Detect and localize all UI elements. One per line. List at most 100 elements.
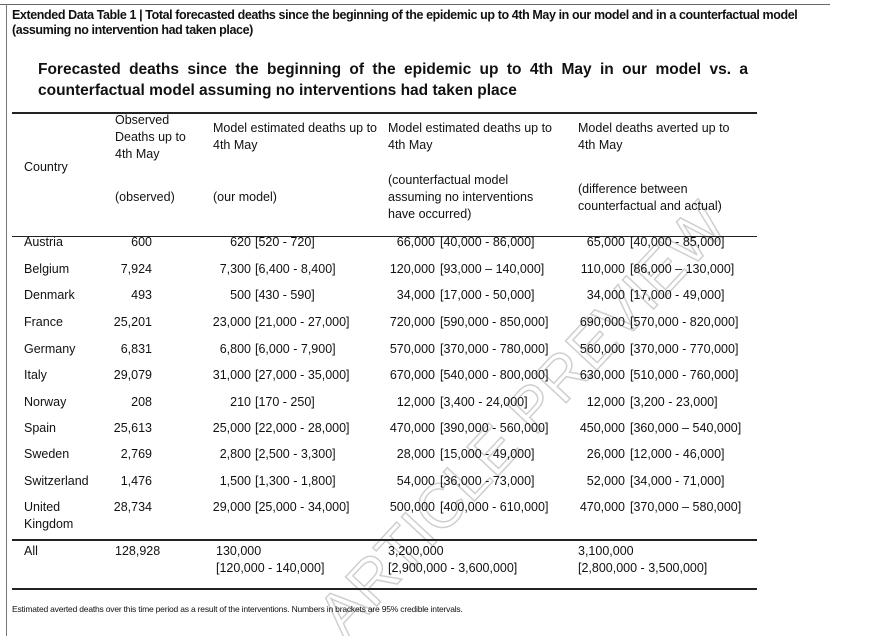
table-caption: Extended Data Table 1 | Total forecasted… xyxy=(12,8,798,37)
cell-model: 29,000 xyxy=(212,500,251,514)
header-counterfactual: Model estimated deaths up to 4th May xyxy=(388,121,552,152)
cell-country: Denmark xyxy=(24,288,75,302)
cell-observed: 128,928 xyxy=(115,544,161,558)
cell-averted: 110,000 xyxy=(580,262,625,276)
cell-counterfactual-ci: [15,000 - 49,000] xyxy=(440,447,535,461)
cell-model-ci: [120,000 - 140,000] xyxy=(216,561,325,575)
cell-counterfactual: 12,000 xyxy=(396,395,435,409)
cell-counterfactual-ci: [93,000 – 140,000] xyxy=(440,262,545,276)
cell-averted-ci: [370,000 – 580,000] xyxy=(630,500,742,514)
cell-model-ci: [22,000 - 28,000] xyxy=(255,421,350,435)
cell-model-ci: [430 - 590] xyxy=(255,288,315,302)
cell-observed: 1,476 xyxy=(120,474,152,488)
cell-country: Italy xyxy=(24,368,47,382)
cell-model: 25,000 xyxy=(212,421,251,435)
cell-counterfactual: 120,000 xyxy=(389,262,435,276)
cell-country: Spain xyxy=(24,421,56,435)
cell-observed: 6,831 xyxy=(120,342,152,356)
cell-counterfactual: 500,000 xyxy=(389,500,435,514)
cell-observed: 28,734 xyxy=(113,500,152,514)
cell-model-ci: [25,000 - 34,000] xyxy=(255,500,350,514)
cell-averted-ci: [360,000 – 540,000] xyxy=(630,421,742,435)
table-top-rule xyxy=(12,112,757,114)
cell-averted: 690,000 xyxy=(579,315,625,329)
cell-observed: 208 xyxy=(131,395,152,409)
cell-model: 130,000 xyxy=(216,544,262,558)
cell-counterfactual-ci: [2,900,000 - 3,600,000] xyxy=(388,561,518,575)
cell-counterfactual-ci: [36,000 - 73,000] xyxy=(440,474,535,488)
cell-averted: 34,000 xyxy=(586,288,625,302)
header-observed-sub: (observed) xyxy=(115,190,175,204)
cell-model: 7,300 xyxy=(219,262,251,276)
cell-country: Norway xyxy=(24,395,67,409)
cell-averted-ci: [12,000 - 46,000] xyxy=(630,447,725,461)
cell-averted-ci: [40,000 - 85,000] xyxy=(630,235,725,249)
cell-observed: 25,201 xyxy=(113,315,152,329)
cell-averted: 52,000 xyxy=(586,474,625,488)
cell-counterfactual-ci: [590,000 - 850,000] xyxy=(440,315,549,329)
cell-model: 2,800 xyxy=(219,447,251,461)
cell-counterfactual-ci: [40,000 - 86,000] xyxy=(440,235,535,249)
header-observed: Observed Deaths up to 4th May xyxy=(115,113,186,161)
cell-model-ci: [170 - 250] xyxy=(255,395,315,409)
cell-averted: 26,000 xyxy=(586,447,625,461)
cell-model: 210 xyxy=(230,395,251,409)
cell-counterfactual: 3,200,000 xyxy=(388,544,444,558)
header-country: Country xyxy=(24,160,68,174)
cell-counterfactual: 670,000 xyxy=(389,368,435,382)
cell-observed: 2,769 xyxy=(120,447,152,461)
header-model: Model estimated deaths up to 4th May xyxy=(213,121,377,152)
cell-counterfactual-ci: [370,000 - 780,000] xyxy=(440,342,549,356)
cell-averted-ci: [86,000 – 130,000] xyxy=(630,262,735,276)
cell-averted: 12,000 xyxy=(586,395,625,409)
cell-model: 31,000 xyxy=(212,368,251,382)
top-rule xyxy=(0,4,830,5)
cell-model: 620 xyxy=(230,235,251,249)
cell-averted: 560,000 xyxy=(579,342,625,356)
cell-country: All xyxy=(24,544,38,558)
footnote: Estimated averted deaths over this time … xyxy=(12,604,463,614)
cell-counterfactual: 66,000 xyxy=(396,235,435,249)
table-bottom-rule xyxy=(12,588,757,590)
cell-observed: 25,613 xyxy=(113,421,152,435)
cell-counterfactual-ci: [17,000 - 50,000] xyxy=(440,288,535,302)
cell-averted-ci: [370,000 - 770,000] xyxy=(630,342,739,356)
cell-averted: 450,000 xyxy=(579,421,625,435)
cell-averted-ci: [570,000 - 820,000] xyxy=(630,315,739,329)
cell-counterfactual: 570,000 xyxy=(389,342,435,356)
cell-averted: 470,000 xyxy=(579,500,625,514)
cell-counterfactual: 34,000 xyxy=(396,288,435,302)
cell-averted-ci: [510,000 - 760,000] xyxy=(630,368,739,382)
cell-counterfactual-ci: [390,000 - 560,000] xyxy=(440,421,549,435)
cell-model-ci: [520 - 720] xyxy=(255,235,315,249)
cell-country: Switzerland xyxy=(24,474,89,488)
cell-observed: 29,079 xyxy=(113,368,152,382)
cell-averted: 3,100,000 xyxy=(578,544,634,558)
cell-model-ci: [2,500 - 3,300] xyxy=(255,447,336,461)
cell-country: Belgium xyxy=(24,262,70,276)
header-rule xyxy=(12,236,757,237)
cell-averted-ci: [17,000 - 49,000] xyxy=(630,288,725,302)
cell-averted-ci: [34,000 - 71,000] xyxy=(630,474,725,488)
header-counterfactual-sub: (counterfactual model assuming no interv… xyxy=(388,173,534,221)
cell-observed: 600 xyxy=(131,235,152,249)
cell-model-ci: [1,300 - 1,800] xyxy=(255,474,336,488)
cell-counterfactual-ci: [3,400 - 24,000] xyxy=(440,395,528,409)
cell-country: France xyxy=(24,315,63,329)
cell-country: Austria xyxy=(24,235,63,249)
cell-country: Germany xyxy=(24,342,76,356)
cell-country: United Kingdom xyxy=(24,500,74,531)
cell-observed: 7,924 xyxy=(120,262,152,276)
cell-counterfactual: 28,000 xyxy=(396,447,435,461)
cell-model: 500 xyxy=(230,288,251,302)
header-averted: Model deaths averted up to 4th May xyxy=(578,121,730,152)
cell-observed: 493 xyxy=(131,288,152,302)
cell-averted-ci: [3,200 - 23,000] xyxy=(630,395,718,409)
cell-counterfactual: 720,000 xyxy=(389,315,435,329)
cell-model-ci: [6,400 - 8,400] xyxy=(255,262,336,276)
cell-counterfactual-ci: [540,000 - 800,000] xyxy=(440,368,549,382)
cell-country: Sweden xyxy=(24,447,70,461)
cell-counterfactual: 470,000 xyxy=(389,421,435,435)
cell-model: 6,800 xyxy=(219,342,251,356)
cell-model: 1,500 xyxy=(219,474,251,488)
